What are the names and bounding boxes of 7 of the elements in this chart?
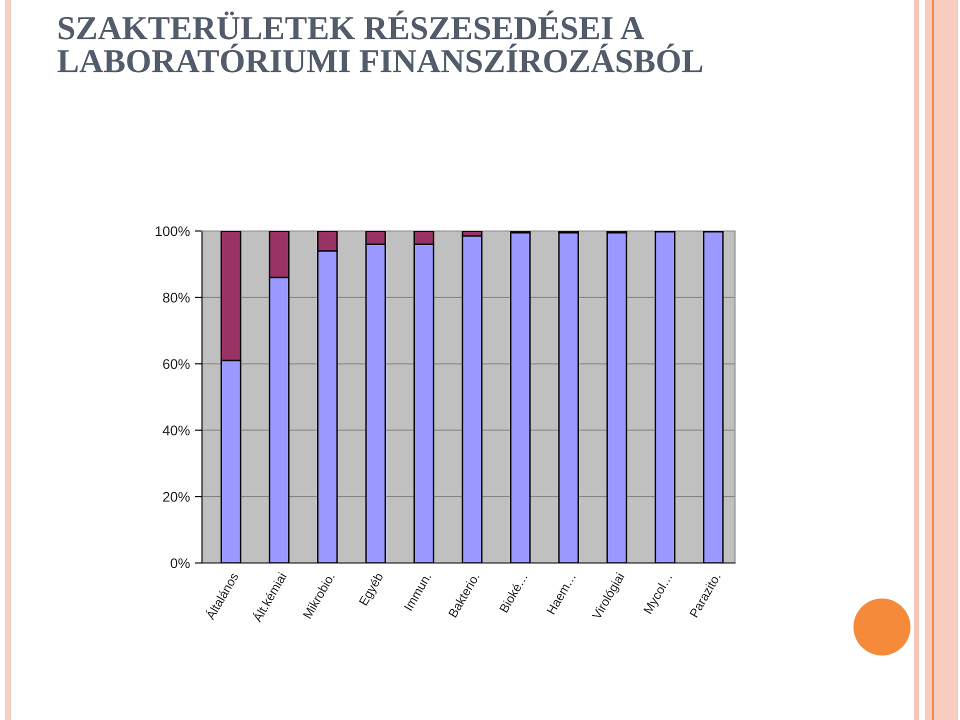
y-tick-label: 100% (156, 226, 190, 236)
y-tick-label: 80% (163, 292, 190, 303)
chart-title: SZAKTERÜLETEK RÉSZESEDÉSEI A LABORATÓRIUMI FINANSZÍROZÁSBÓL (58, 10, 702, 72)
y-tick-label: 60% (163, 359, 190, 369)
y-tick-label: 40% (162, 426, 190, 436)
y-tick-label: 20% (163, 492, 190, 502)
y-tick-label: 0% (170, 558, 190, 568)
